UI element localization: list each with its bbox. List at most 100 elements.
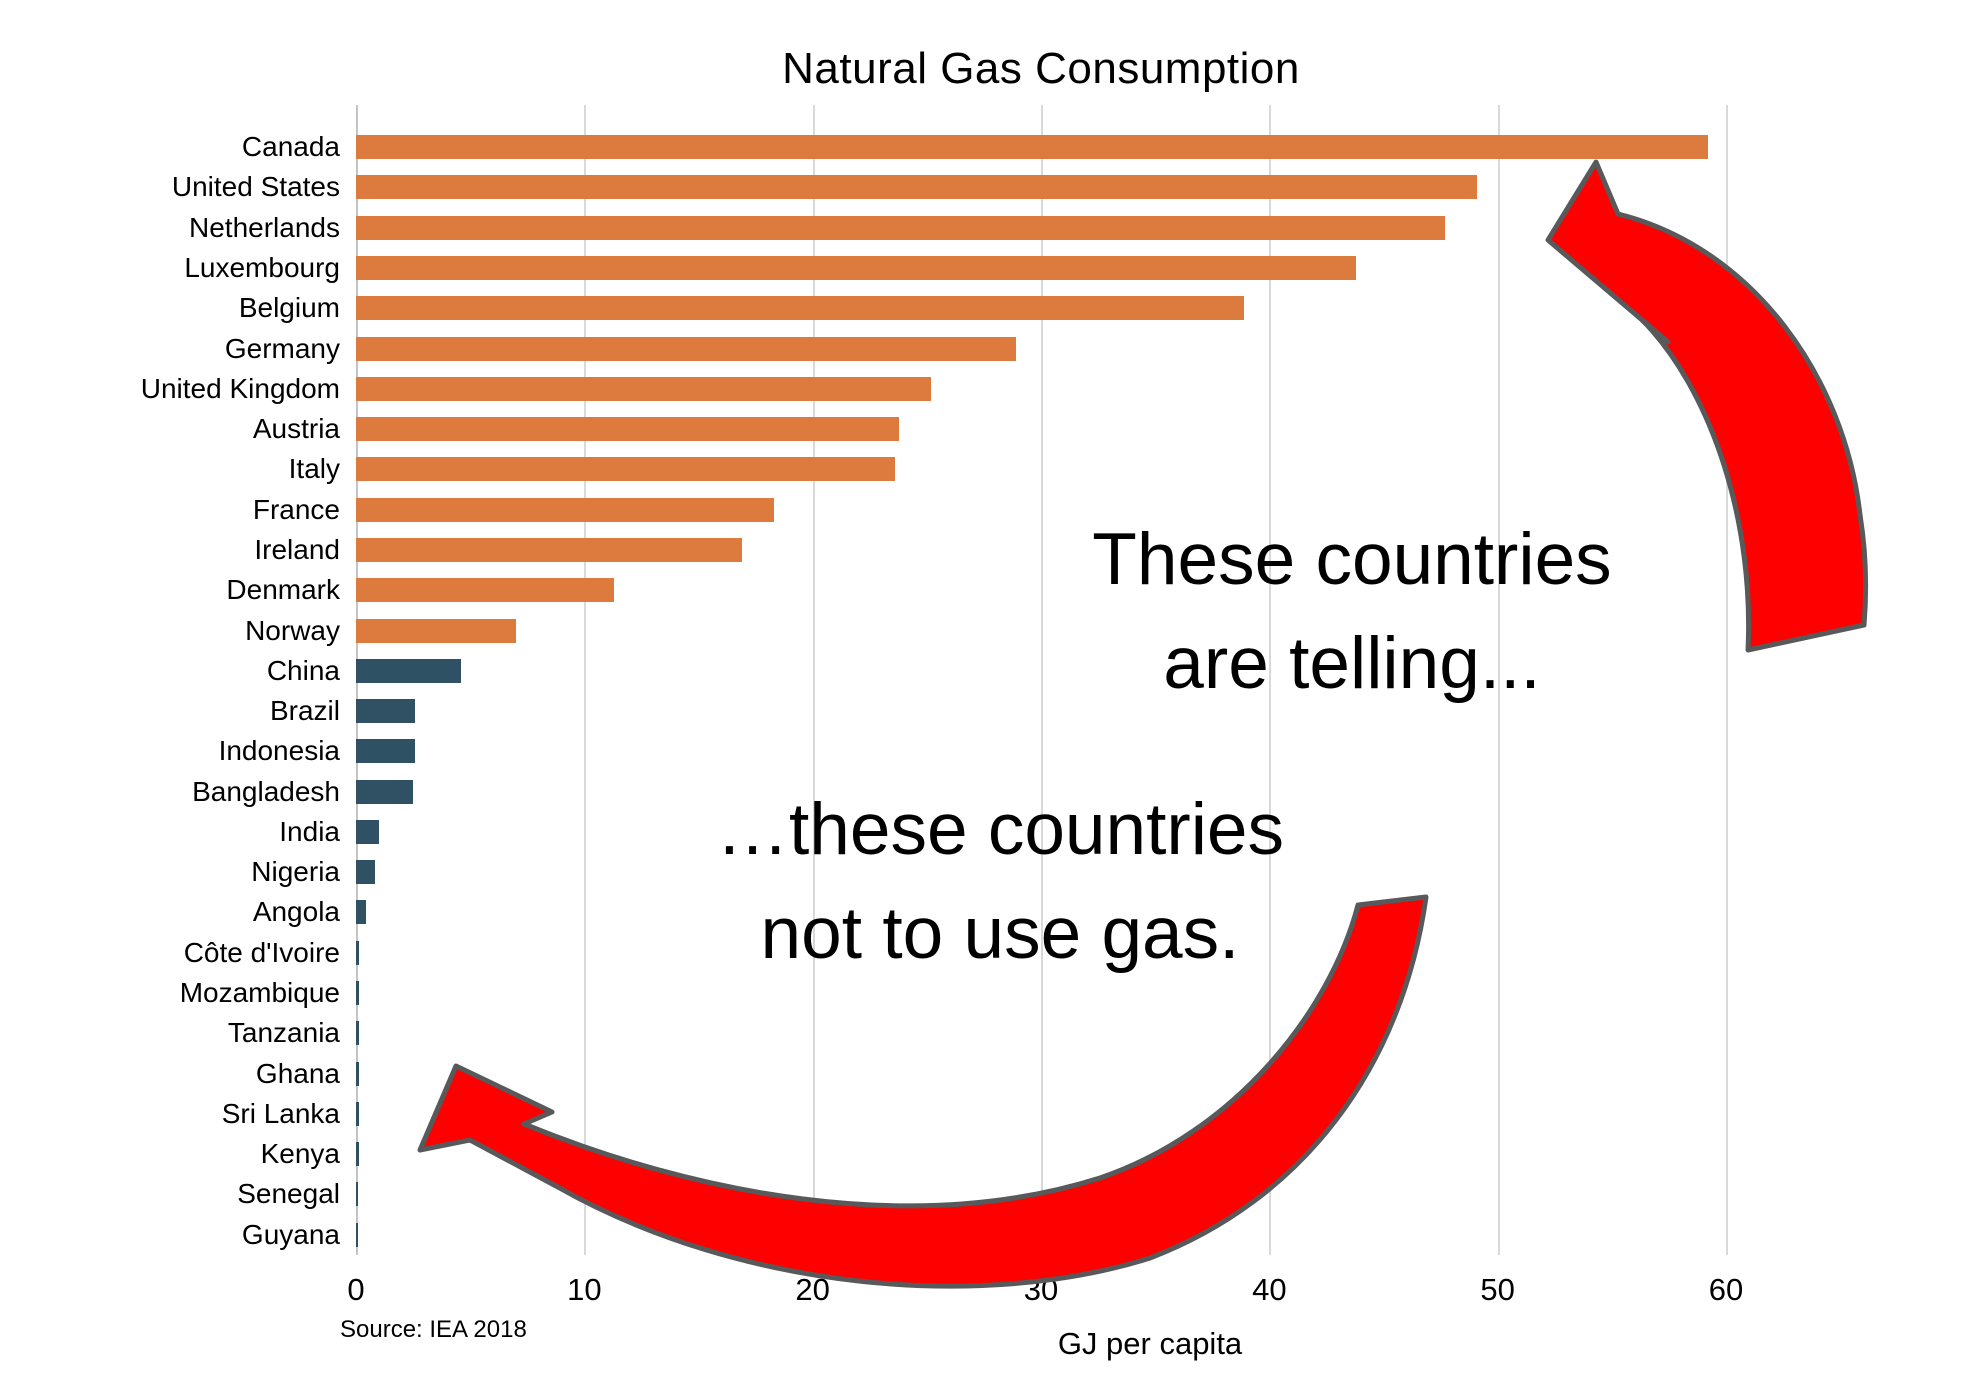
bar <box>356 497 774 522</box>
annotation-top-line1: These countries <box>1092 519 1612 600</box>
bar <box>356 1142 359 1167</box>
country-label: Ghana <box>255 1057 340 1089</box>
bar <box>356 135 1708 160</box>
country-label: Norway <box>245 614 340 646</box>
bar-row <box>356 892 1726 932</box>
bar-row <box>356 328 1726 368</box>
country-label: France <box>252 493 340 525</box>
x-tick-label: 20 <box>795 1272 830 1307</box>
bar-row <box>356 731 1726 771</box>
bar-row <box>356 127 1726 167</box>
country-label: Belgium <box>238 292 340 324</box>
plot-area <box>356 105 1728 1255</box>
annotation-top-line2: are telling... <box>1163 623 1541 704</box>
annotation-bottom-line1: …these countries <box>715 789 1285 870</box>
country-label: Angola <box>252 896 340 928</box>
bar-row <box>356 651 1726 691</box>
bar <box>356 296 1245 321</box>
bar <box>356 255 1357 280</box>
x-tick-label: 50 <box>1480 1272 1515 1307</box>
bar-row <box>356 449 1726 489</box>
bar-row <box>356 772 1726 812</box>
bar-row <box>356 933 1726 973</box>
country-label: Germany <box>224 332 340 364</box>
bar-row <box>356 973 1726 1013</box>
bar-row <box>356 1094 1726 1134</box>
gridline <box>584 105 587 1255</box>
bar <box>356 779 414 804</box>
annotation-not-to-use-gas: …these countries not to use gas. <box>716 778 1284 986</box>
bar <box>356 900 367 925</box>
bar-row <box>356 1215 1726 1255</box>
x-tick-label: 40 <box>1252 1272 1287 1307</box>
country-label: Italy <box>288 453 340 485</box>
country-label: Ireland <box>254 533 340 565</box>
gridline <box>812 105 815 1255</box>
x-tick-label: 60 <box>1708 1272 1744 1307</box>
bar <box>356 618 516 643</box>
country-label: India <box>279 815 340 847</box>
bar <box>356 658 462 683</box>
bar <box>356 215 1446 240</box>
bar-row <box>356 248 1726 288</box>
bar-row <box>356 530 1726 570</box>
bar-row <box>356 852 1726 892</box>
bar-row <box>356 409 1726 449</box>
bar <box>356 376 932 401</box>
country-label: Brazil <box>269 695 340 727</box>
source-note: Source: IEA 2018 <box>340 1316 527 1343</box>
country-label: Denmark <box>226 574 340 606</box>
annotation-bottom-line2: not to use gas. <box>760 893 1240 974</box>
bar-row <box>356 167 1726 207</box>
bar-row <box>356 288 1726 328</box>
bar <box>356 336 1016 361</box>
bar-row <box>356 1053 1726 1093</box>
bar-row <box>356 369 1726 409</box>
country-label: Côte d'Ivoire <box>183 936 340 968</box>
country-label: Kenya <box>260 1138 340 1170</box>
bar-row <box>356 208 1726 248</box>
country-label: United States <box>171 171 340 203</box>
bar <box>356 981 360 1006</box>
country-label: Luxembourg <box>184 251 340 283</box>
country-label: Canada <box>241 131 340 163</box>
bar <box>356 699 416 724</box>
bar-row <box>356 490 1726 530</box>
bar-row <box>356 1134 1726 1174</box>
country-label: Bangladesh <box>192 775 340 807</box>
bar-row <box>356 1174 1726 1214</box>
x-tick-label: 30 <box>1023 1272 1059 1307</box>
x-axis-title: GJ per capita <box>1057 1326 1243 1361</box>
country-label: Mozambique <box>179 977 340 1009</box>
country-label: Austria <box>252 413 340 445</box>
bar-row <box>356 610 1726 650</box>
x-tick-label: 0 <box>347 1272 365 1307</box>
bar <box>356 537 742 562</box>
bar <box>356 739 416 764</box>
country-label: Nigeria <box>251 856 340 888</box>
gridline <box>1269 105 1272 1255</box>
bar <box>356 578 615 603</box>
country-label: Senegal <box>237 1178 340 1210</box>
x-axis-ticks: 0 10 20 30 40 50 60 <box>347 1272 1743 1308</box>
bar <box>356 1101 359 1126</box>
bar <box>356 175 1478 200</box>
gridline <box>1041 105 1043 1255</box>
bar <box>356 417 900 442</box>
bar <box>356 1182 359 1207</box>
country-label: Indonesia <box>218 735 340 767</box>
bars <box>356 127 1726 1255</box>
bar <box>356 1021 360 1046</box>
bar-row <box>356 570 1726 610</box>
gridline <box>1726 105 1728 1255</box>
country-label: Guyana <box>241 1218 340 1250</box>
bar-row <box>356 1013 1726 1053</box>
country-label: United Kingdom <box>140 372 340 404</box>
bar <box>356 1061 360 1086</box>
country-label: China <box>266 654 340 686</box>
bar <box>356 457 895 482</box>
gridline <box>1497 105 1500 1255</box>
bar <box>356 819 379 844</box>
country-label: Tanzania <box>227 1017 340 1049</box>
